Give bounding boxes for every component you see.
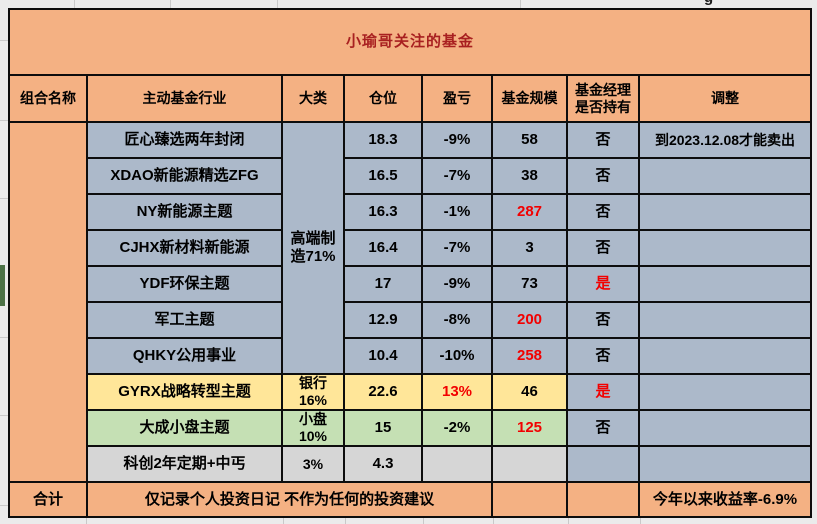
gutter-gridline — [0, 337, 8, 338]
gutter-gridline — [277, 0, 278, 8]
cell-adjustment-note[interactable] — [640, 267, 810, 301]
disclaimer-text[interactable]: 仅记录个人投资日记 不作为任何的投资建议 — [88, 483, 491, 516]
column-header-position[interactable]: 仓位 — [345, 76, 421, 121]
column-header-portfolio[interactable]: 组合名称 — [10, 76, 86, 121]
cell-fund-size[interactable]: 38 — [493, 159, 566, 193]
category-merged-cell[interactable]: 高端制造71% — [283, 123, 343, 373]
gutter-gridline — [0, 505, 8, 506]
cell-fund-name[interactable]: NY新能源主题 — [88, 195, 281, 229]
cell-adjustment-note[interactable] — [640, 303, 810, 337]
cell-fund-name[interactable]: YDF环保主题 — [88, 267, 281, 301]
cell-pnl[interactable] — [423, 447, 491, 481]
cell-position[interactable]: 22.6 — [345, 375, 421, 409]
cell-position[interactable]: 17 — [345, 267, 421, 301]
cell-fund-name[interactable]: 军工主题 — [88, 303, 281, 337]
gutter-gridline — [568, 518, 569, 524]
cell-category[interactable]: 银行16% — [283, 375, 343, 409]
gutter-gridline — [345, 518, 346, 524]
portfolio-merged-cell[interactable] — [10, 123, 86, 481]
column-header-pnl[interactable]: 盈亏 — [423, 76, 491, 121]
cell-manager-held[interactable]: 否 — [568, 231, 638, 265]
cell-fund-size[interactable]: 46 — [493, 375, 566, 409]
cell-manager-held[interactable]: 是 — [568, 267, 638, 301]
cell-fund-name[interactable]: GYRX战略转型主题 — [88, 375, 281, 409]
total-label[interactable]: 合计 — [10, 483, 86, 516]
cell-fund-size[interactable]: 287 — [493, 195, 566, 229]
cell-fund-size[interactable]: 3 — [493, 231, 566, 265]
column-header-fund[interactable]: 主动基金行业 — [88, 76, 281, 121]
table-title[interactable]: 小瑜哥关注的基金 — [10, 10, 810, 74]
cell-position[interactable]: 16.5 — [345, 159, 421, 193]
cell-manager-held[interactable]: 否 — [568, 303, 638, 337]
cell-adjustment-note[interactable] — [640, 375, 810, 409]
cell-fund-size[interactable]: 73 — [493, 267, 566, 301]
cell-fund-size[interactable] — [493, 447, 566, 481]
cell-manager-held[interactable]: 否 — [568, 195, 638, 229]
gutter-gridline — [423, 518, 424, 524]
gutter-gridline — [74, 0, 75, 8]
gutter-gridline — [0, 198, 8, 199]
cell-fund-name[interactable]: 匠心臻选两年封闭 — [88, 123, 281, 157]
gutter-gridline — [0, 415, 8, 416]
cell-category[interactable]: 3% — [283, 447, 343, 481]
cell-pnl[interactable]: -2% — [423, 411, 491, 445]
footer-empty-cell[interactable] — [493, 483, 566, 516]
cell-fund-size[interactable]: 125 — [493, 411, 566, 445]
cell-position[interactable]: 18.3 — [345, 123, 421, 157]
gutter-gridline — [0, 40, 8, 41]
fund-table: 小瑜哥关注的基金 组合名称 主动基金行业 大类 仓位 盈亏 基金规模 基金经理是… — [8, 8, 812, 518]
cell-adjustment-note[interactable] — [640, 195, 810, 229]
cell-fund-size[interactable]: 200 — [493, 303, 566, 337]
cell-position[interactable]: 16.3 — [345, 195, 421, 229]
gutter-gridline — [170, 0, 171, 8]
column-header-category[interactable]: 大类 — [283, 76, 343, 121]
stray-cropped-text: g — [704, 0, 713, 5]
row-selection-bar — [0, 265, 5, 306]
gutter-gridline — [283, 518, 284, 524]
cell-fund-name[interactable]: 大成小盘主题 — [88, 411, 281, 445]
cell-fund-size[interactable]: 258 — [493, 339, 566, 373]
gutter-gridline — [520, 0, 521, 8]
gutter-gridline — [640, 518, 641, 524]
cell-pnl[interactable]: -8% — [423, 303, 491, 337]
cell-position[interactable]: 4.3 — [345, 447, 421, 481]
cell-adjustment-note[interactable]: 到2023.12.08才能卖出 — [640, 123, 810, 157]
cell-adjustment-note[interactable] — [640, 231, 810, 265]
cell-manager-held[interactable]: 是 — [568, 375, 638, 409]
gutter-gridline — [493, 518, 494, 524]
cell-position[interactable]: 16.4 — [345, 231, 421, 265]
cell-fund-name[interactable]: XDAO新能源精选ZFG — [88, 159, 281, 193]
column-header-adjustment[interactable]: 调整 — [640, 76, 810, 121]
cell-manager-held[interactable] — [568, 447, 638, 481]
cell-pnl[interactable]: -9% — [423, 123, 491, 157]
gutter-gridline — [86, 518, 87, 524]
cell-pnl[interactable]: -1% — [423, 195, 491, 229]
column-header-manager-held[interactable]: 基金经理是否持有 — [568, 76, 638, 121]
cell-adjustment-note[interactable] — [640, 411, 810, 445]
cell-fund-name[interactable]: CJHX新材料新能源 — [88, 231, 281, 265]
cell-adjustment-note[interactable] — [640, 447, 810, 481]
cell-category[interactable]: 小盘10% — [283, 411, 343, 445]
cell-position[interactable]: 12.9 — [345, 303, 421, 337]
cell-adjustment-note[interactable] — [640, 339, 810, 373]
cell-pnl[interactable]: -7% — [423, 159, 491, 193]
ytd-return-text[interactable]: 今年以来收益率-6.9% — [640, 483, 810, 516]
gutter-gridline — [0, 120, 8, 121]
cell-position[interactable]: 10.4 — [345, 339, 421, 373]
cell-manager-held[interactable]: 否 — [568, 411, 638, 445]
cell-fund-size[interactable]: 58 — [493, 123, 566, 157]
cell-pnl[interactable]: -7% — [423, 231, 491, 265]
column-header-size[interactable]: 基金规模 — [493, 76, 566, 121]
footer-empty-cell[interactable] — [568, 483, 638, 516]
cell-pnl[interactable]: -9% — [423, 267, 491, 301]
cell-manager-held[interactable]: 否 — [568, 159, 638, 193]
cell-pnl[interactable]: -10% — [423, 339, 491, 373]
cell-fund-name[interactable]: QHKY公用事业 — [88, 339, 281, 373]
cell-fund-name[interactable]: 科创2年定期+中丐 — [88, 447, 281, 481]
cell-manager-held[interactable]: 否 — [568, 123, 638, 157]
cell-manager-held[interactable]: 否 — [568, 339, 638, 373]
cell-pnl[interactable]: 13% — [423, 375, 491, 409]
cell-adjustment-note[interactable] — [640, 159, 810, 193]
cell-position[interactable]: 15 — [345, 411, 421, 445]
